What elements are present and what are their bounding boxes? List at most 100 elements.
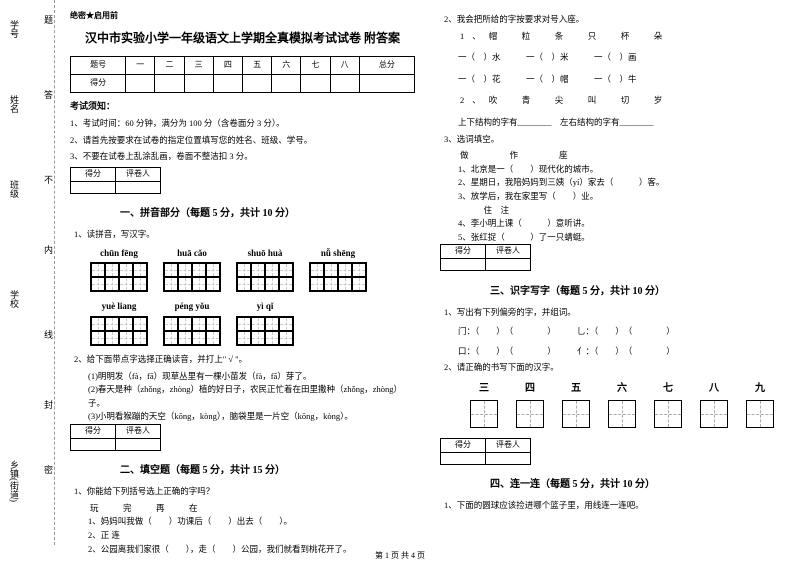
pinyin-row: yuè liang péng yǒu yì qǐ bbox=[90, 299, 415, 349]
binding-margin: 学号 姓名 班级 学校 乡镇(街道) 题 答 不 内 线 封 密 bbox=[0, 0, 55, 545]
notice-title: 考试须知： bbox=[70, 99, 415, 113]
td: 评卷人 bbox=[116, 425, 161, 439]
page-footer: 第 1 页 共 4 页 bbox=[0, 550, 800, 561]
th: 四 bbox=[213, 56, 242, 74]
td: 评卷人 bbox=[116, 167, 161, 181]
pinyin-block: huā cǎo bbox=[163, 246, 221, 296]
char-block: 七 bbox=[654, 381, 682, 432]
sub-item: 口：（ ） （ ） 亻：（ ） （ ） bbox=[458, 345, 785, 359]
td: 评卷人 bbox=[486, 245, 531, 259]
sub-item: (2)春天是种（zhǒng，zhòng）植的好日子，农民正忙着在田里撒种（zhǒ… bbox=[88, 383, 415, 410]
seal-mark: 封 bbox=[42, 400, 55, 409]
sub-item: 住 注 bbox=[458, 204, 785, 218]
td: 得分 bbox=[71, 167, 116, 181]
td: 得分 bbox=[441, 245, 486, 259]
sub-item: 门：（ ） （ ） 乚：（ ） （ ） bbox=[458, 325, 785, 339]
section-title: 三、识字写字（每题 5 分，共计 10 分） bbox=[490, 284, 785, 300]
th: 七 bbox=[301, 56, 330, 74]
pinyin-text: péng yǒu bbox=[163, 299, 221, 313]
th: 二 bbox=[155, 56, 184, 74]
th: 五 bbox=[242, 56, 271, 74]
char-block: 四 bbox=[516, 381, 544, 432]
pinyin-text: yuè liang bbox=[90, 299, 148, 313]
pinyin-text: chūn fēng bbox=[90, 246, 148, 260]
seal-mark: 题 bbox=[42, 15, 55, 24]
char-block: 九 bbox=[746, 381, 774, 432]
char-label: 四 bbox=[516, 381, 544, 397]
pinyin-text: nǚ shēng bbox=[309, 246, 367, 260]
bind-label: 姓名 bbox=[8, 95, 21, 113]
sub-item: (3)小明看猴蹦的天空（kōng，kòng），脑袋里是一片空（kōng，kòng… bbox=[88, 410, 415, 424]
notice-item: 1、考试时间：60 分钟，满分为 100 分（含卷面分 3 分）。 bbox=[70, 117, 415, 131]
pinyin-block: nǚ shēng bbox=[309, 246, 367, 296]
question: 1、读拼音，写汉字。 bbox=[74, 228, 415, 242]
pinyin-block: shuō huà bbox=[236, 246, 294, 296]
table-row: 题号 一 二 三 四 五 六 七 八 总分 bbox=[71, 56, 415, 74]
sub-item: 4、李小明上课（ ）意听讲。 bbox=[458, 217, 785, 231]
question: 3、选词填空。 bbox=[444, 133, 785, 147]
question: 1、写出有下列偏旁的字，并组词。 bbox=[444, 306, 785, 320]
pinyin-text: yì qǐ bbox=[236, 299, 294, 313]
char-label: 七 bbox=[654, 381, 682, 397]
exam-title: 汉中市实验小学一年级语文上学期全真模拟考试试卷 附答案 bbox=[70, 29, 415, 48]
question: 2、请正确的书写下面的汉字。 bbox=[444, 361, 785, 375]
sub-item: 5、张红捉（ ）了一只蜻蜓。 bbox=[458, 231, 785, 245]
bind-label: 班级 bbox=[8, 180, 21, 198]
th: 总分 bbox=[359, 56, 414, 74]
seal-mark: 答 bbox=[42, 90, 55, 99]
seal-mark: 密 bbox=[42, 465, 55, 474]
score-table: 题号 一 二 三 四 五 六 七 八 总分 得分 bbox=[70, 56, 415, 93]
sub-item: 一（ ）水 一（ ）米 一（ ）画 bbox=[458, 51, 785, 65]
char-block: 八 bbox=[700, 381, 728, 432]
section-title: 一、拼音部分（每题 5 分，共计 10 分） bbox=[120, 206, 415, 222]
th: 一 bbox=[126, 56, 155, 74]
question: 1、你能给下列括号选上正确的字吗？ bbox=[74, 485, 415, 499]
char-options: 玩 完 再 在 bbox=[90, 502, 415, 516]
grader-table: 得分评卷人 bbox=[440, 244, 531, 271]
sub-item: 3、放学后，我在家里写（ ）业。 bbox=[458, 190, 785, 204]
char-block: 三 bbox=[470, 381, 498, 432]
confidential-mark: 绝密★启用前 bbox=[70, 10, 415, 23]
char-options: 做 作 座 bbox=[460, 149, 785, 163]
pinyin-block: chūn fēng bbox=[90, 246, 148, 296]
sub-item: 一（ ）花 一（ ）帽 一（ ）牛 bbox=[458, 73, 785, 87]
table-row: 得分 bbox=[71, 74, 415, 92]
sub-item: 2、星期日，我陪妈妈到三姨（yí）家去（ ）客。 bbox=[458, 176, 785, 190]
content-area: 绝密★启用前 汉中市实验小学一年级语文上学期全真模拟考试试卷 附答案 题号 一 … bbox=[55, 0, 800, 545]
char-label: 六 bbox=[608, 381, 636, 397]
seal-mark: 线 bbox=[42, 330, 55, 339]
char-write-row: 三 四 五 六 七 八 九 bbox=[470, 381, 785, 432]
notice-item: 2、请首先按要求在试卷的指定位置填写您的姓名、班级、学号。 bbox=[70, 134, 415, 148]
seal-mark: 不 bbox=[42, 175, 55, 184]
pinyin-block: péng yǒu bbox=[163, 299, 221, 349]
question: 2、我会把所给的字按要求对号入座。 bbox=[444, 13, 785, 27]
td: 评卷人 bbox=[486, 439, 531, 453]
td: 得分 bbox=[441, 439, 486, 453]
grader-table: 得分评卷人 bbox=[70, 167, 161, 194]
char-block: 六 bbox=[608, 381, 636, 432]
th: 题号 bbox=[71, 56, 126, 74]
bind-label: 乡镇(街道) bbox=[8, 460, 21, 502]
exam-page: 学号 姓名 班级 学校 乡镇(街道) 题 答 不 内 线 封 密 绝密★启用前 … bbox=[0, 0, 800, 545]
grader-table: 得分评卷人 bbox=[70, 424, 161, 451]
char-options: 2、吹 青 尖 叫 切 岁 bbox=[460, 94, 785, 108]
question: 1、下面的圆球应该捡进哪个篮子里，用线连一连吧。 bbox=[444, 499, 785, 513]
right-column: 2、我会把所给的字按要求对号入座。 1、帽 粒 条 只 杯 朵 一（ ）水 一（… bbox=[440, 10, 785, 545]
char-options: 1、帽 粒 条 只 杯 朵 bbox=[460, 30, 785, 44]
notice-item: 3、不要在试卷上乱涂乱画，卷面不整洁扣 3 分。 bbox=[70, 150, 415, 164]
th: 八 bbox=[330, 56, 359, 74]
sub-item: 上下结构的字有________ 左右结构的字有________ bbox=[458, 116, 785, 130]
sub-item: 1、妈妈叫我做（ ）功课后（ ）出去（ ）。 bbox=[88, 515, 415, 529]
pinyin-text: shuō huà bbox=[236, 246, 294, 260]
question: 2、给下面带点字选择正确读音，并打上" √ "。 bbox=[74, 353, 415, 367]
th: 三 bbox=[184, 56, 213, 74]
char-block: 五 bbox=[562, 381, 590, 432]
td: 得分 bbox=[71, 74, 126, 92]
char-label: 三 bbox=[470, 381, 498, 397]
sub-item: (1)明明发（fà，fā）现草丛里有一棵小苗发（fà，fā）芽了。 bbox=[88, 370, 415, 384]
seal-mark: 内 bbox=[42, 245, 55, 254]
section-title: 二、填空题（每题 5 分，共计 15 分） bbox=[120, 463, 415, 479]
pinyin-block: yì qǐ bbox=[236, 299, 294, 349]
sub-item: 1、北京是一（ ）现代化的城市。 bbox=[458, 163, 785, 177]
left-column: 绝密★启用前 汉中市实验小学一年级语文上学期全真模拟考试试卷 附答案 题号 一 … bbox=[70, 10, 415, 545]
